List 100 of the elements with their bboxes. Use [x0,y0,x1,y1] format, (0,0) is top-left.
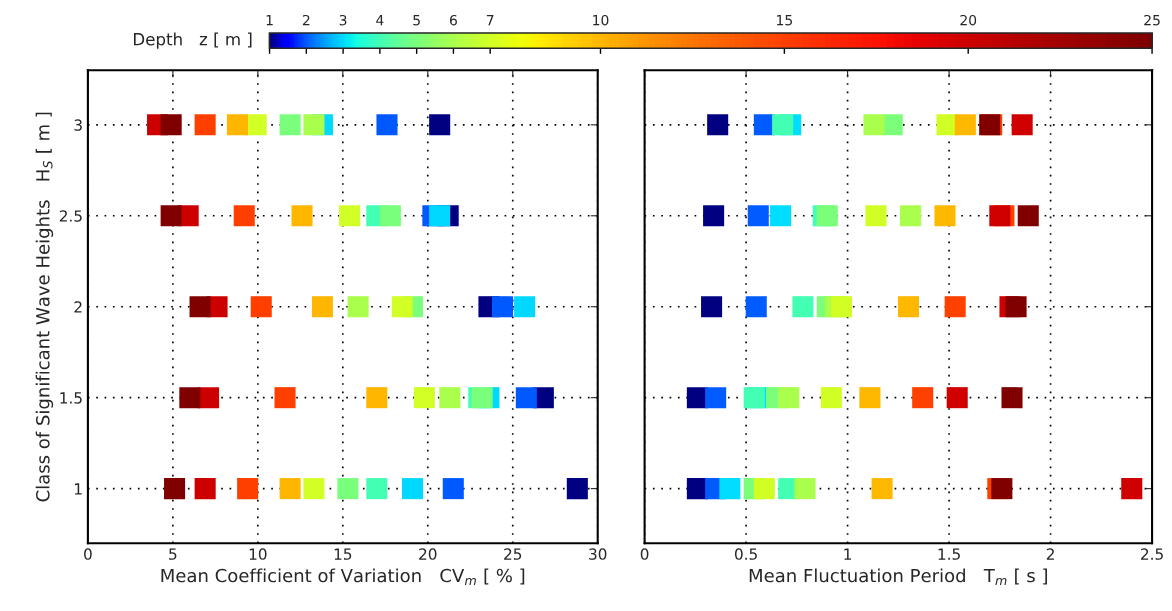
point [376,114,398,136]
x-tick-label: 25 [504,548,522,560]
x-tick-label: 0 [84,548,92,560]
point [899,205,922,227]
point [514,296,536,318]
point [439,387,461,409]
point [274,387,296,409]
point [701,296,723,318]
point [391,296,413,318]
point [912,387,934,409]
point [250,296,272,318]
point [366,387,388,409]
point [237,478,259,500]
y-tick-label: 2.5 [59,210,82,222]
x-tick-label: 5 [169,548,177,560]
color-bar-label: 3 [339,14,347,26]
point [303,114,325,136]
color-bar-label: 2 [302,14,310,26]
point [1005,296,1027,318]
point [291,205,313,227]
color-bar-label: 5 [413,15,420,26]
point [1017,205,1039,227]
point [194,478,216,500]
point [233,205,255,227]
point [934,205,956,227]
point [1011,114,1033,136]
point [164,478,186,500]
point [863,114,885,136]
point [897,296,920,318]
point [366,478,388,500]
point [179,387,201,409]
point [743,387,765,409]
y-tick-label: 2 [74,301,82,313]
color-bar-label: 1 [266,15,273,26]
x-tick-label: 1 [844,548,852,560]
point [772,114,794,136]
x-tick-label: 1.5 [938,548,960,560]
point [703,205,725,227]
point [194,114,216,136]
point [871,478,893,500]
point [794,478,816,500]
point [515,387,537,409]
y-axis-title: Class of Significant Wave Heights H$_{S}$ [ m ] [35,112,54,502]
color-bar-label: 7 [486,15,494,26]
point [311,296,333,318]
x-tick-label: 2.5 [1141,548,1163,560]
point [707,114,729,136]
point [347,296,369,318]
point [1121,478,1143,500]
point [245,114,267,136]
color-bar-label: 10 [593,14,609,26]
x-tick-label: 30 [589,548,607,560]
point [429,114,451,136]
point [820,387,842,409]
color-bar-title: Depth z [ m ] [133,32,252,49]
x-tick-label: 0 [640,548,649,560]
point [747,205,769,227]
x-tick-label: 2 [1046,548,1054,560]
point [770,205,792,227]
point [413,387,435,409]
point [279,114,301,136]
point [859,387,881,409]
x-tick-label: 15 [334,548,352,560]
x-axis-title: Mean Fluctuation Period T$_{m}$ [ s ] [749,568,1047,586]
point [279,478,301,500]
color-bar-label: 20 [960,14,977,26]
x-tick-label: 20 [419,548,437,560]
point [865,205,887,227]
point [778,387,800,409]
x-axis-title: Mean Coefficient of Variation CV$_{m}$ [ % ] [161,568,525,586]
point [337,478,359,500]
point [198,387,220,409]
y-tick-label: 1.5 [60,392,82,404]
y-tick-label: 3 [74,119,82,131]
color-bar-label: 15 [777,15,792,26]
point [705,387,727,409]
point [339,205,361,227]
color-bar-label: 6 [449,14,457,26]
point [946,387,968,409]
point [830,296,853,318]
color-bar-label: 4 [376,15,384,26]
point [792,296,814,318]
point [189,296,211,318]
x-tick-label: 0.5 [734,548,757,560]
point [401,478,424,500]
point [1001,387,1023,409]
point [566,478,588,500]
point [492,296,514,318]
point [954,114,976,136]
point [944,296,966,318]
point [753,478,775,500]
point [429,205,451,227]
point [379,205,401,227]
point [719,478,741,500]
y-tick-label: 1 [75,483,82,495]
x-tick-label: 10 [249,548,267,560]
point [160,114,182,136]
point [160,205,182,227]
point [303,478,325,500]
point [745,296,767,318]
